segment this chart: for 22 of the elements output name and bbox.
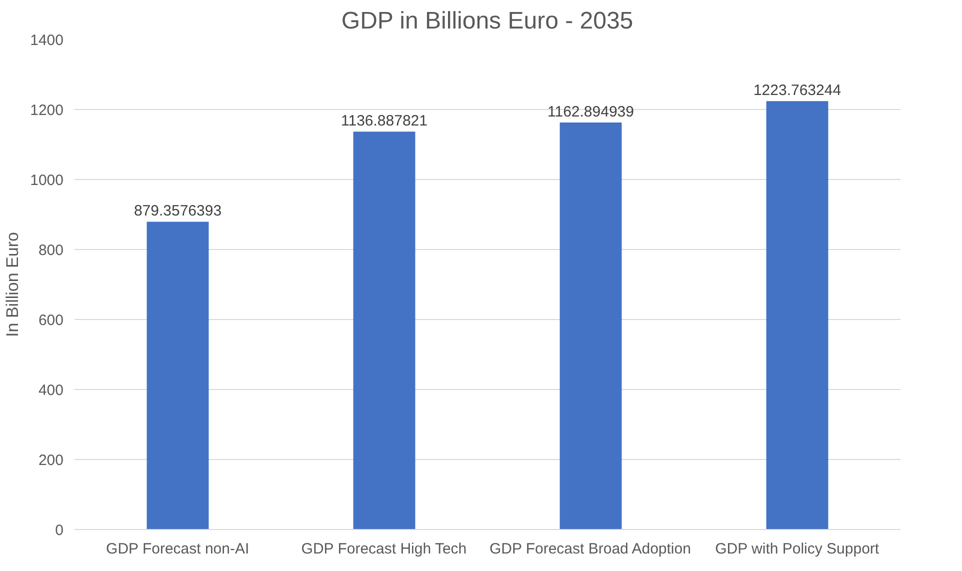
y-tick-label: 0 xyxy=(55,522,64,539)
y-tick-label: 1200 xyxy=(30,102,64,119)
bar xyxy=(353,132,416,530)
y-tick-label: 200 xyxy=(38,452,64,469)
x-tick-label: GDP Forecast High Tech xyxy=(301,540,467,558)
data-label: 1162.894939 xyxy=(548,103,634,120)
y-tick-label: 1000 xyxy=(30,172,64,189)
y-tick-label: 1400 xyxy=(30,32,64,49)
y-tick-label: 800 xyxy=(38,242,64,259)
x-tick-label: GDP Forecast non-AI xyxy=(106,540,250,558)
data-label: 1223.763244 xyxy=(753,82,842,100)
bar xyxy=(766,101,828,530)
y-tick-label: 400 xyxy=(38,382,64,399)
y-axis-title: In Billion Euro xyxy=(3,232,22,337)
bar xyxy=(146,222,209,530)
chart-title: GDP in Billions Euro - 2035 xyxy=(341,8,634,34)
bar xyxy=(560,122,622,530)
data-label: 879.3576393 xyxy=(134,202,222,220)
data-label: 1136.887821 xyxy=(341,112,428,130)
y-tick-label: 600 xyxy=(38,312,64,329)
x-tick-label: GDP Forecast Broad Adoption xyxy=(489,540,691,558)
x-tick-label: GDP with Policy Support xyxy=(715,540,880,558)
